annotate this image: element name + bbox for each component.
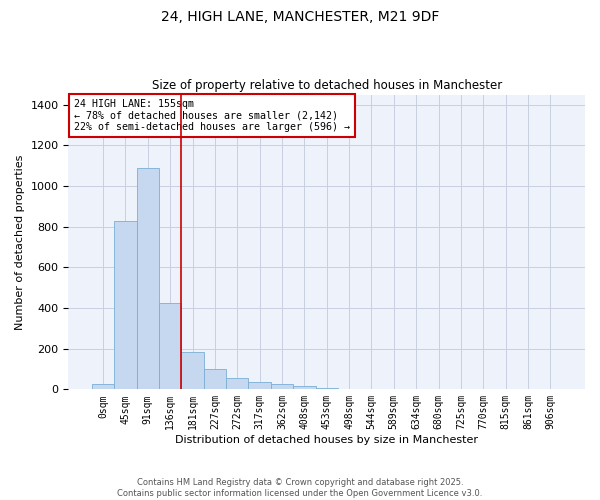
Bar bbox=[271, 384, 293, 390]
Bar bbox=[114, 220, 137, 390]
Y-axis label: Number of detached properties: Number of detached properties bbox=[15, 154, 25, 330]
Title: Size of property relative to detached houses in Manchester: Size of property relative to detached ho… bbox=[152, 79, 502, 92]
Bar bbox=[92, 384, 114, 390]
Bar bbox=[159, 303, 181, 390]
Bar bbox=[181, 352, 204, 390]
Bar bbox=[204, 369, 226, 390]
Text: 24 HIGH LANE: 155sqm
← 78% of detached houses are smaller (2,142)
22% of semi-de: 24 HIGH LANE: 155sqm ← 78% of detached h… bbox=[74, 99, 350, 132]
Text: Contains HM Land Registry data © Crown copyright and database right 2025.
Contai: Contains HM Land Registry data © Crown c… bbox=[118, 478, 482, 498]
Bar bbox=[316, 388, 338, 390]
Bar bbox=[226, 378, 248, 390]
Bar bbox=[248, 382, 271, 390]
Bar bbox=[293, 386, 316, 390]
X-axis label: Distribution of detached houses by size in Manchester: Distribution of detached houses by size … bbox=[175, 435, 478, 445]
Bar bbox=[137, 168, 159, 390]
Text: 24, HIGH LANE, MANCHESTER, M21 9DF: 24, HIGH LANE, MANCHESTER, M21 9DF bbox=[161, 10, 439, 24]
